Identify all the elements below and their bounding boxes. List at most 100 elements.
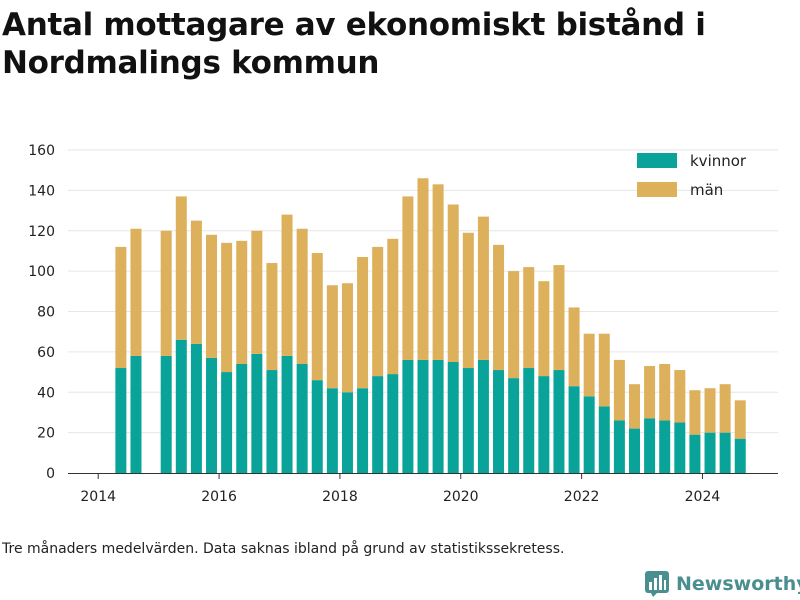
bar-man: [130, 228, 142, 356]
bar-man: [326, 285, 338, 389]
bar-man: [477, 216, 489, 360]
bar-man: [251, 230, 263, 354]
bar-kvinnor: [493, 370, 505, 473]
bar-kvinnor: [130, 355, 142, 473]
legend: kvinnor män: [637, 152, 747, 199]
bar-kvinnor: [115, 368, 127, 473]
bar-man: [538, 281, 550, 377]
y-tick-label: 80: [37, 305, 55, 321]
bar-kvinnor: [704, 432, 716, 473]
y-tick-label: 160: [28, 143, 55, 159]
legend-label-kvinnor: kvinnor: [690, 152, 747, 170]
bar-man: [281, 214, 293, 356]
bar-kvinnor: [311, 380, 323, 473]
bar-man: [568, 307, 580, 387]
y-tick-label: 140: [28, 183, 55, 199]
legend-label-man: män: [690, 181, 723, 199]
bar-kvinnor: [175, 339, 187, 473]
bar-man: [417, 178, 429, 360]
bar-kvinnor: [659, 420, 671, 473]
bar-kvinnor: [613, 420, 625, 473]
bar-kvinnor: [598, 406, 610, 473]
bar-man: [553, 265, 565, 371]
bar-man: [266, 263, 278, 371]
bar-kvinnor: [568, 386, 580, 473]
bar-kvinnor: [251, 353, 263, 473]
footnote: Tre månaders medelvärden. Data saknas ib…: [2, 541, 565, 557]
bar-man: [115, 246, 127, 369]
newsworthy-bar-chart-icon: [645, 571, 669, 597]
bar-man: [523, 267, 535, 369]
bar-kvinnor: [160, 355, 172, 473]
bar-man: [236, 240, 248, 364]
bar-man: [462, 232, 474, 369]
brand-name: Newsworthy: [676, 573, 800, 595]
bar-kvinnor: [689, 434, 701, 473]
bar-man: [689, 390, 701, 435]
bar-kvinnor: [432, 359, 444, 473]
bar-man: [402, 196, 414, 360]
bar-kvinnor: [523, 368, 535, 473]
bar-kvinnor: [734, 438, 746, 473]
chart-title: Antal mottagare av ekonomiskt bistånd i …: [2, 7, 706, 81]
bar-man: [719, 384, 731, 433]
brand-logo[interactable]: Newsworthy: [644, 569, 800, 599]
x-tick-label: 2022: [564, 489, 600, 505]
x-tick-label: 2024: [685, 489, 721, 505]
y-tick-label: 20: [37, 426, 55, 442]
bar-kvinnor: [553, 370, 565, 473]
bar-man: [432, 184, 444, 360]
bar-man: [341, 283, 353, 393]
x-tick-label: 2020: [443, 489, 479, 505]
stacked-bars: [115, 178, 746, 473]
y-tick-label: 100: [28, 264, 55, 280]
bar-man: [372, 246, 384, 377]
bar-kvinnor: [387, 374, 399, 473]
bar-kvinnor: [719, 432, 731, 473]
bar-kvinnor: [357, 388, 369, 473]
bar-kvinnor: [326, 388, 338, 473]
y-tick-label: 0: [46, 466, 55, 482]
bar-man: [175, 196, 187, 340]
bar-kvinnor: [281, 355, 293, 473]
bar-kvinnor: [644, 418, 656, 473]
y-tick-label: 40: [37, 385, 55, 401]
bar-man: [311, 252, 323, 381]
x-tick-label: 2018: [322, 489, 358, 505]
bar-man: [493, 244, 505, 371]
bar-man: [659, 363, 671, 421]
bar-man: [583, 333, 595, 397]
y-tick-label: 120: [28, 224, 55, 240]
legend-swatch-man: [637, 182, 677, 197]
bar-man: [221, 242, 233, 373]
y-tick-label: 60: [37, 345, 55, 361]
bar-kvinnor: [462, 368, 474, 473]
bar-kvinnor: [221, 372, 233, 473]
bar-kvinnor: [674, 422, 686, 473]
bar-man: [628, 384, 640, 429]
bar-kvinnor: [341, 392, 353, 473]
bar-kvinnor: [190, 343, 202, 473]
bar-kvinnor: [372, 376, 384, 473]
bar-man: [206, 234, 218, 358]
bar-man: [447, 204, 459, 362]
bar-kvinnor: [206, 357, 218, 473]
bar-kvinnor: [538, 376, 550, 473]
bar-man: [387, 238, 399, 375]
bar-kvinnor: [402, 359, 414, 473]
bar-man: [190, 220, 202, 344]
bar-kvinnor: [477, 359, 489, 473]
bar-kvinnor: [236, 363, 248, 473]
bar-kvinnor: [508, 378, 520, 473]
bar-man: [704, 388, 716, 433]
bar-man: [508, 271, 520, 379]
bar-kvinnor: [296, 363, 308, 473]
bar-man: [734, 400, 746, 439]
bar-man: [357, 256, 369, 389]
bar-man: [613, 359, 625, 421]
bar-man: [644, 366, 656, 419]
legend-swatch-kvinnor: [637, 153, 677, 168]
bar-man: [598, 333, 610, 407]
bar-man: [296, 228, 308, 364]
